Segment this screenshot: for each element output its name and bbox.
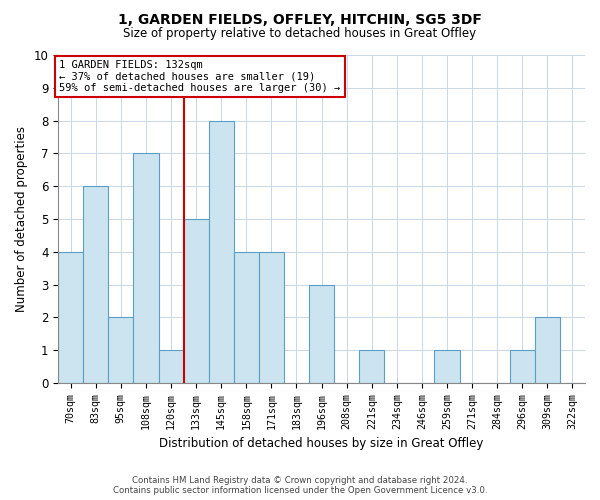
Bar bbox=[359, 350, 384, 383]
X-axis label: Distribution of detached houses by size in Great Offley: Distribution of detached houses by size … bbox=[160, 437, 484, 450]
Bar bbox=[184, 219, 209, 383]
Bar bbox=[158, 350, 184, 383]
Text: 1 GARDEN FIELDS: 132sqm
← 37% of detached houses are smaller (19)
59% of semi-de: 1 GARDEN FIELDS: 132sqm ← 37% of detache… bbox=[59, 60, 341, 93]
Bar bbox=[234, 252, 259, 383]
Y-axis label: Number of detached properties: Number of detached properties bbox=[15, 126, 28, 312]
Bar bbox=[109, 318, 133, 383]
Text: Size of property relative to detached houses in Great Offley: Size of property relative to detached ho… bbox=[124, 28, 476, 40]
Bar bbox=[83, 186, 109, 383]
Bar bbox=[309, 284, 334, 383]
Text: 1, GARDEN FIELDS, OFFLEY, HITCHIN, SG5 3DF: 1, GARDEN FIELDS, OFFLEY, HITCHIN, SG5 3… bbox=[118, 12, 482, 26]
Bar bbox=[259, 252, 284, 383]
Text: Contains HM Land Registry data © Crown copyright and database right 2024.
Contai: Contains HM Land Registry data © Crown c… bbox=[113, 476, 487, 495]
Bar bbox=[209, 120, 234, 383]
Bar bbox=[58, 252, 83, 383]
Bar bbox=[133, 154, 158, 383]
Bar bbox=[510, 350, 535, 383]
Bar bbox=[535, 318, 560, 383]
Bar bbox=[434, 350, 460, 383]
